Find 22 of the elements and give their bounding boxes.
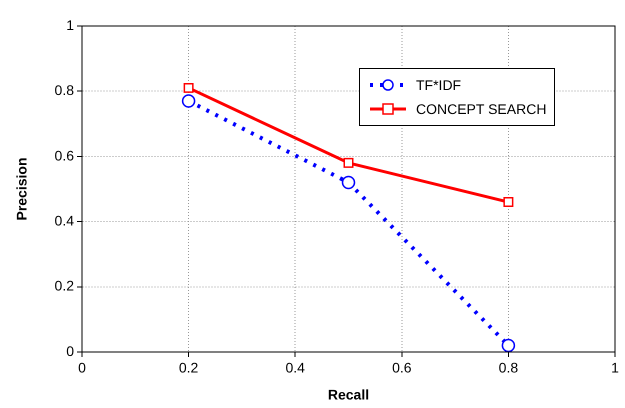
x-tick-label: 0.8 — [498, 359, 518, 376]
y-tick-label: 0 — [66, 342, 74, 359]
x-tick-label: 0.2 — [178, 359, 199, 376]
point — [502, 338, 516, 352]
y-tick-label: 1 — [66, 16, 74, 33]
point — [503, 197, 514, 208]
x-axis-title: Recall — [328, 386, 370, 402]
point — [182, 94, 196, 108]
y-axis-title: Precision — [13, 157, 30, 221]
legend-label: CONCEPT SEARCH — [416, 101, 546, 117]
x-tick-label: 0.4 — [285, 359, 306, 376]
point — [184, 82, 194, 93]
x-tick-label: 1 — [611, 359, 620, 376]
point — [344, 158, 354, 168]
y-tick-label: 0.6 — [54, 147, 74, 164]
y-tick-label: 0.8 — [54, 82, 74, 98]
y-tick-label: 0.4 — [54, 212, 74, 228]
x-tick-label: 0 — [78, 359, 86, 376]
legend-label: TF*IDF — [416, 77, 462, 93]
x-tick-label: 0.6 — [392, 359, 412, 376]
point — [342, 176, 356, 190]
y-tick-label: 0.2 — [54, 278, 74, 294]
